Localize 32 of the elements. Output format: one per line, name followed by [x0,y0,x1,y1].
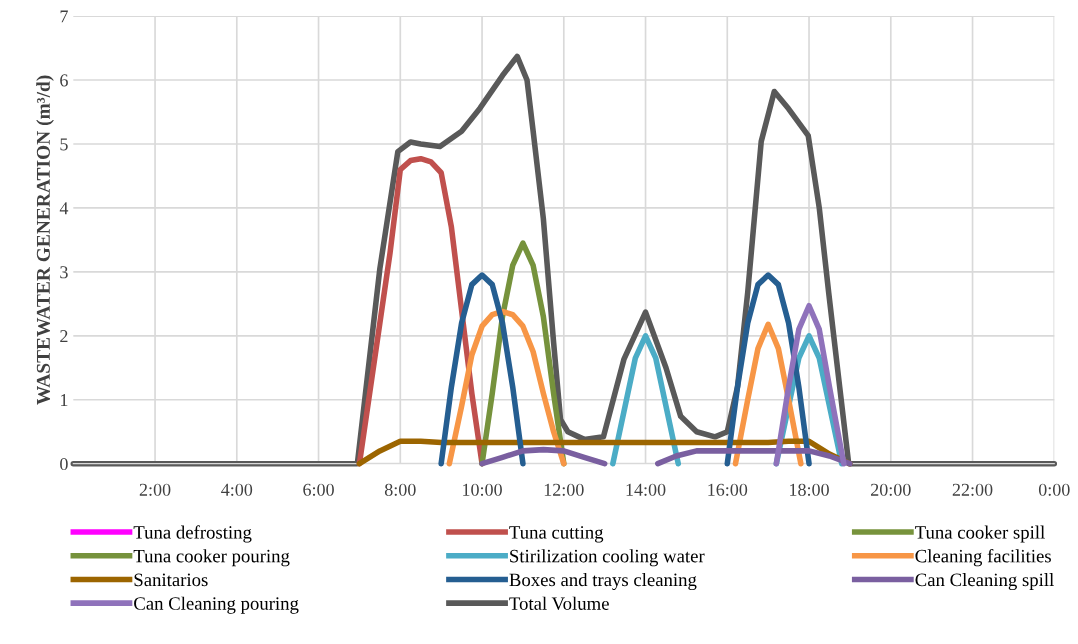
y-tick-label: 4 [59,202,69,215]
x-tick-label: 10:00 [463,483,502,496]
legend-label: Can Cleaning spill [915,572,1054,591]
legend-label: Can Cleaning pouring [134,596,299,614]
x-tick-label: 6:00 [303,483,334,496]
x-tick-label: 4:00 [221,483,253,496]
x-tick-label: 12:00 [544,483,584,496]
legend-label: Cleaning facilities [915,549,1051,567]
legend-label: Tuna defrosting [133,525,252,543]
legend-label: Stirilization cooling water [510,549,705,567]
x-tick-label: 8:00 [384,483,416,496]
y-tick-label: 5 [60,138,68,151]
x-tick-label: 2:00 [139,483,171,496]
y-tick-label: 0 [60,457,68,471]
legend-label: Tuna cooker pouring [133,549,290,567]
y-tick-label: 2 [60,330,68,343]
legend-label: Boxes and trays cleaning [509,572,697,591]
legend-label: Tuna cooker spill [915,525,1045,543]
y-tick-label: 1 [61,394,68,406]
x-tick-label: 14:00 [626,483,666,496]
x-tick-label: 16:00 [708,483,748,496]
x-tick-label: 18:00 [790,483,829,496]
y-tick-label: 3 [60,266,68,279]
x-tick-label: 0:00 [1038,483,1070,496]
y-axis-title: WASTEWATER GENERATION (m³/d) [36,75,54,405]
legend-label: Sanitarios [134,573,208,587]
x-tick-label: 20:00 [871,483,911,496]
x-tick-label: 22:00 [952,483,993,496]
legend-label: Total Volume [509,596,609,610]
y-tick-label: 7 [60,10,68,23]
legend-label: Tuna cutting [509,526,604,543]
y-tick-label: 6 [60,74,68,87]
